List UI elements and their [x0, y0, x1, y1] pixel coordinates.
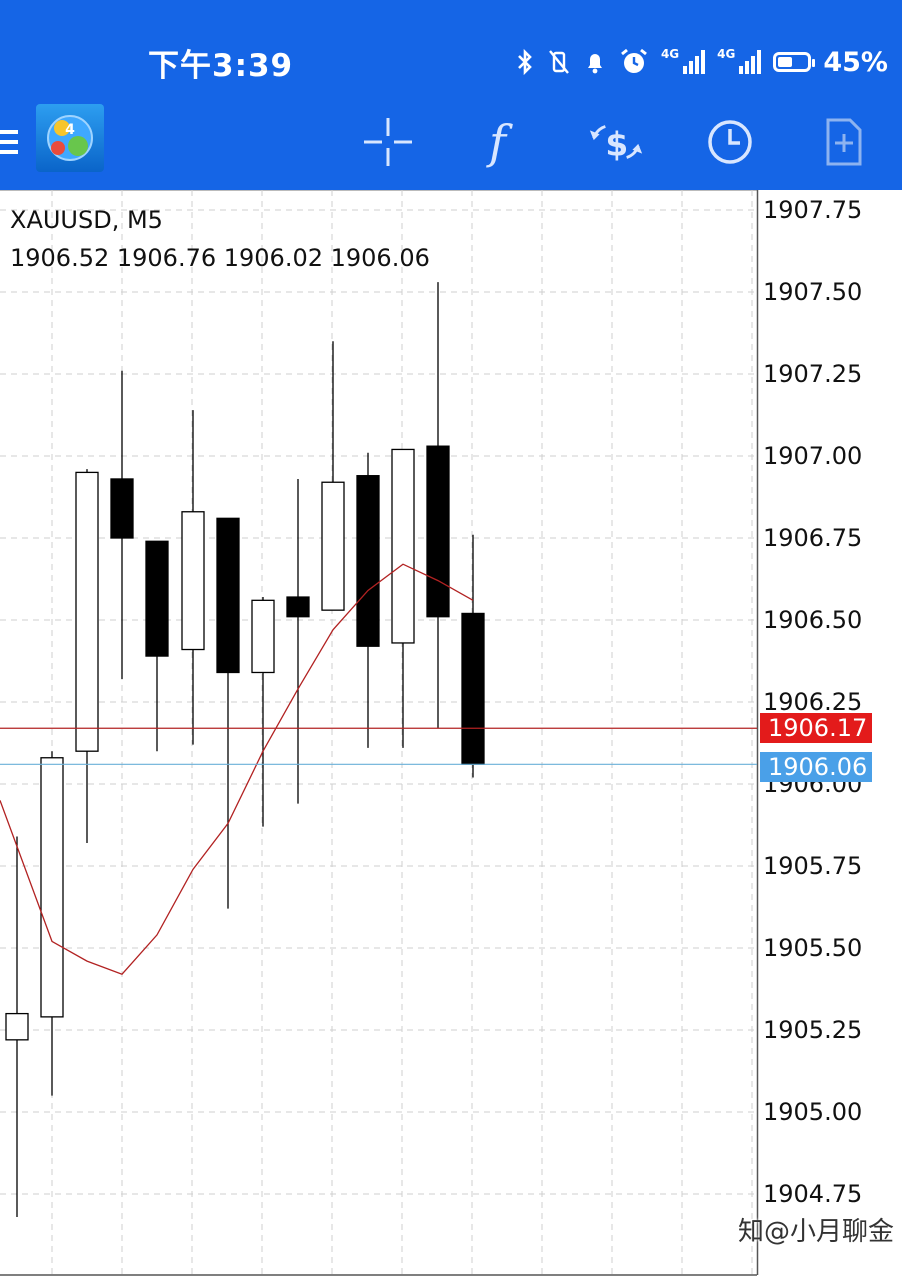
price-axis-label: 1907.00 [763, 442, 863, 470]
bluetooth-icon [518, 48, 532, 76]
candle-bull [75, 471, 99, 752]
toolbar: 4 f $ [0, 98, 902, 190]
candle-bull [251, 599, 275, 674]
crosshair-icon[interactable] [358, 112, 418, 172]
battery-percent: 45% [823, 46, 888, 78]
price-axis-label: 1906.50 [763, 606, 863, 634]
candle-bull [321, 481, 345, 611]
candle-bear [145, 540, 169, 657]
signal-icon-1 [683, 50, 706, 74]
battery-icon [773, 52, 816, 72]
network-type-2: 4G [717, 47, 736, 61]
watermark: 知@小月聊金 [737, 1217, 894, 1247]
candle-bull [391, 448, 415, 644]
chart-area[interactable]: XAUUSD, M5 1906.52 1906.76 1906.02 1906.… [0, 190, 902, 1280]
alarm-icon [621, 48, 647, 73]
ohlc-label: 1906.52 1906.76 1906.02 1906.06 [10, 244, 430, 272]
vibrate-mute-icon [549, 50, 569, 74]
candle-bear [286, 596, 310, 618]
price-axis-label: 1904.75 [763, 1180, 863, 1208]
history-icon[interactable] [700, 112, 760, 172]
moving-average-line [0, 563, 474, 975]
price-axis-label: 1905.50 [763, 934, 863, 962]
candle-bull [40, 757, 64, 1018]
status-icons: 4G 4G 45% [515, 42, 888, 82]
price-axis-label: 1907.75 [763, 196, 863, 224]
price-axis-label: 1907.50 [763, 278, 863, 306]
price-axis-label: 1907.25 [763, 360, 863, 388]
trade-icon[interactable]: $ [586, 112, 646, 172]
candle-bear [461, 612, 485, 765]
symbol-label: XAUUSD, M5 [10, 206, 163, 234]
menu-icon[interactable] [0, 112, 26, 172]
signal-icon-2 [739, 50, 762, 74]
price-chart[interactable] [0, 190, 902, 1280]
price-axis-label: 1905.25 [763, 1016, 863, 1044]
price-axis-label: 1905.75 [763, 852, 863, 880]
candle-bear [356, 475, 380, 647]
candle-bear [110, 478, 134, 539]
candle-bull [5, 1012, 29, 1041]
svg-text:$: $ [605, 125, 628, 164]
price-axis-label: 1905.00 [763, 1098, 863, 1126]
price-axis-label: 1906.75 [763, 524, 863, 552]
price-axis-label: 1906.25 [763, 688, 863, 716]
candle-bear [426, 445, 450, 618]
status-bar: 下午3:39 4G 4G 45% [0, 0, 902, 98]
svg-text:4: 4 [65, 122, 75, 138]
current-price-blue-tag: 1906.06 [760, 752, 872, 783]
app-logo-icon[interactable]: 4 [36, 104, 104, 172]
candle-bear [216, 517, 240, 674]
indicators-icon[interactable]: f [472, 112, 532, 172]
current-price-red-tag: 1906.17 [760, 713, 872, 744]
network-type-1: 4G [660, 47, 680, 61]
bell-icon [587, 54, 602, 74]
svg-text:f: f [486, 115, 513, 169]
candle-bull [181, 511, 205, 651]
status-time: 下午3:39 [148, 48, 294, 84]
new-order-icon[interactable] [814, 112, 874, 172]
